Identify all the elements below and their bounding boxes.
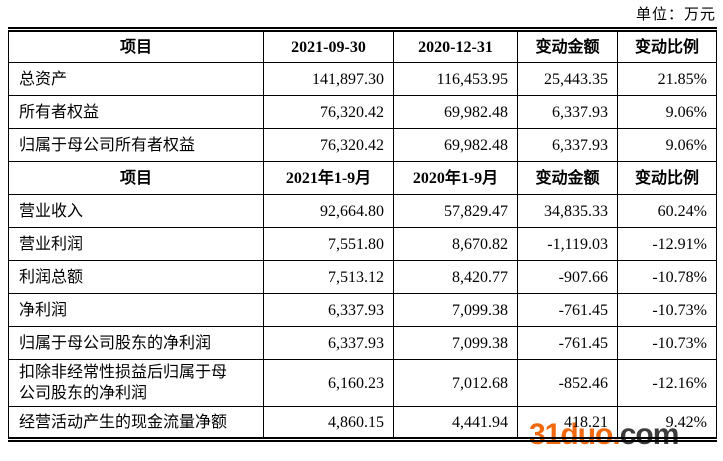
- table-row: 营业利润 7,551.80 8,670.82 -1,119.03 -12.91%: [8, 227, 717, 261]
- value-cell: 7,012.68: [393, 359, 518, 407]
- row-label: 归属于母公司所有者权益: [8, 128, 264, 162]
- value-cell: -12.16%: [617, 359, 717, 407]
- row-label: 所有者权益: [8, 95, 264, 129]
- value-cell: 57,829.47: [393, 194, 518, 228]
- table-row: 归属于母公司所有者权益 76,320.42 69,982.48 6,337.93 9.0…: [8, 128, 717, 162]
- value-cell: 34,835.33: [517, 194, 618, 228]
- column-header: 2021年1-9月: [263, 161, 394, 195]
- row-label: 利润总额: [8, 260, 264, 294]
- value-cell: 9.06%: [617, 95, 717, 129]
- value-cell: 9.06%: [617, 128, 717, 162]
- unit-label: 单位：万元: [635, 7, 716, 23]
- value-cell: 6,337.93: [263, 326, 394, 360]
- value-cell: 6,337.93: [263, 293, 394, 327]
- value-cell: 76,320.42: [263, 128, 394, 162]
- table-row: 净利润 6,337.93 7,099.38 -761.45 -10.73%: [8, 293, 717, 327]
- value-cell: -10.78%: [617, 260, 717, 294]
- value-cell: -1,119.03: [517, 227, 618, 261]
- value-cell: 8,670.82: [393, 227, 518, 261]
- value-cell: 76,320.42: [263, 95, 394, 129]
- table-row: 总资产 141,897.30 116,453.95 25,443.35 21.85%: [8, 62, 717, 96]
- row-label: 营业利润: [8, 227, 264, 261]
- value-cell: -907.66: [517, 260, 618, 294]
- value-cell: 6,160.23: [263, 359, 394, 407]
- column-header: 项目: [8, 161, 264, 195]
- value-cell: 6,337.93: [517, 95, 618, 129]
- column-header: 变动金额: [517, 161, 618, 195]
- column-header: 2020年1-9月: [393, 161, 518, 195]
- value-cell: 25,443.35: [517, 62, 618, 96]
- column-header: 2020-12-31: [393, 29, 518, 63]
- value-cell: 4,860.15: [263, 406, 394, 440]
- value-cell: 7,099.38: [393, 326, 518, 360]
- value-cell: 418.21: [517, 406, 618, 440]
- table-body: 项目 2021-09-30 2020-12-31 变动金额 变动比例 总资产 141,897…: [8, 29, 717, 440]
- column-header: 变动金额: [517, 29, 618, 63]
- value-cell: 4,441.94: [393, 406, 518, 440]
- row-label: 扣除非经常性损益后归属于母公司股东的净利润: [8, 359, 264, 407]
- value-cell: 7,513.12: [263, 260, 394, 294]
- value-cell: 6,337.93: [517, 128, 618, 162]
- header-row: 项目 2021-09-30 2020-12-31 变动金额 变动比例: [8, 29, 717, 63]
- financial-table: 项目 2021-09-30 2020-12-31 变动金额 变动比例 总资产 141,897…: [8, 27, 717, 442]
- row-label: 总资产: [8, 62, 264, 96]
- column-header: 变动比例: [617, 161, 717, 195]
- column-header: 变动比例: [617, 29, 717, 63]
- value-cell: 69,982.48: [393, 95, 518, 129]
- value-cell: 9.42%: [617, 406, 717, 440]
- row-label: 营业收入: [8, 194, 264, 228]
- table-row: 营业收入 92,664.80 57,829.47 34,835.33 60.24%: [8, 194, 717, 228]
- table-row: 扣除非经常性损益后归属于母公司股东的净利润 6,160.23 7,012.68 -85…: [8, 359, 717, 407]
- value-cell: -761.45: [517, 326, 618, 360]
- value-cell: 60.24%: [617, 194, 717, 228]
- value-cell: -852.46: [517, 359, 618, 407]
- value-cell: 92,664.80: [263, 194, 394, 228]
- table-row: 利润总额 7,513.12 8,420.77 -907.66 -10.78%: [8, 260, 717, 294]
- table-row: 归属于母公司股东的净利润 6,337.93 7,099.38 -761.45 -10.7…: [8, 326, 717, 360]
- value-cell: 141,897.30: [263, 62, 394, 96]
- value-cell: 116,453.95: [393, 62, 518, 96]
- table-row: 经营活动产生的现金流量净额 4,860.15 4,441.94 418.21 9.42%: [8, 406, 717, 440]
- header-row: 项目 2021年1-9月 2020年1-9月 变动金额 变动比例: [8, 161, 717, 195]
- table-row: 所有者权益 76,320.42 69,982.48 6,337.93 9.06%: [8, 95, 717, 129]
- value-cell: -12.91%: [617, 227, 717, 261]
- column-header: 项目: [8, 29, 264, 63]
- value-cell: 7,551.80: [263, 227, 394, 261]
- value-cell: 21.85%: [617, 62, 717, 96]
- value-cell: 69,982.48: [393, 128, 518, 162]
- value-cell: -761.45: [517, 293, 618, 327]
- row-label: 归属于母公司股东的净利润: [8, 326, 264, 360]
- value-cell: 7,099.38: [393, 293, 518, 327]
- value-cell: -10.73%: [617, 326, 717, 360]
- value-cell: 8,420.77: [393, 260, 518, 294]
- column-header: 2021-09-30: [263, 29, 394, 63]
- row-label: 经营活动产生的现金流量净额: [8, 406, 264, 440]
- row-label: 净利润: [8, 293, 264, 327]
- value-cell: -10.73%: [617, 293, 717, 327]
